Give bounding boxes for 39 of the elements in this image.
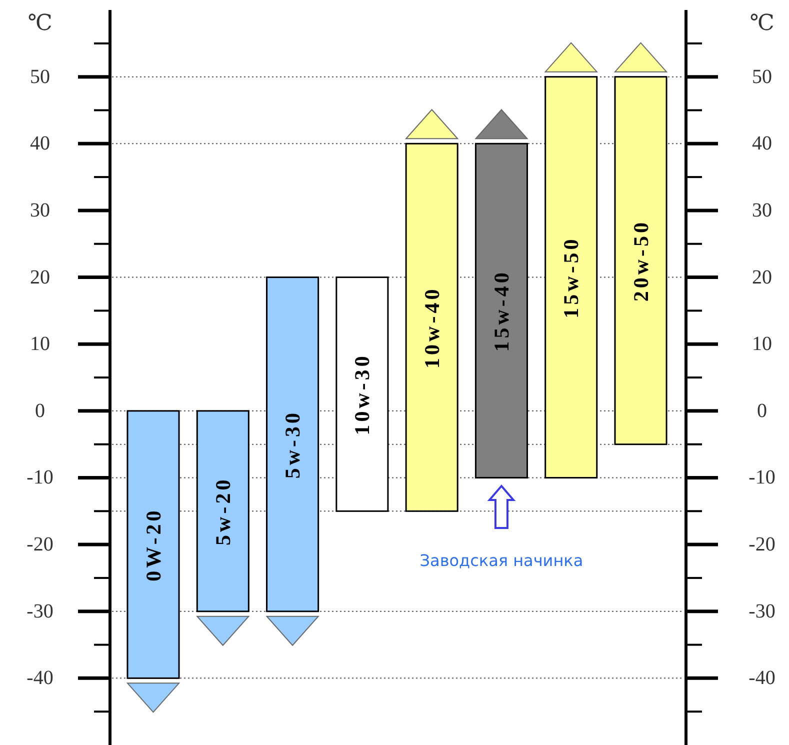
y2-tick-label: -40 <box>748 667 776 690</box>
y2-tick-label: 20 <box>752 266 772 288</box>
bar <box>474 142 528 478</box>
y2-tick-label: 30 <box>752 199 772 222</box>
x-tick-label: 10w-40 <box>420 286 444 368</box>
y2-tick-label: -10 <box>748 466 776 489</box>
y-tick-label: 20 <box>30 266 50 288</box>
x-tick-label: 20w-50 <box>628 219 653 302</box>
y-tick-label: 40 <box>30 132 50 155</box>
bar <box>405 142 458 512</box>
bar <box>266 276 320 612</box>
x-tick-label: 5w-20 <box>210 476 235 546</box>
y-tick-label: 10 <box>30 333 50 356</box>
x-tick-label: 10w-30 <box>350 353 374 436</box>
bar <box>126 410 180 679</box>
bar <box>614 76 668 446</box>
y2-tick-label: -20 <box>748 534 776 556</box>
annotation: Заводская начинка <box>420 551 584 570</box>
y-tick-label: -10 <box>26 466 54 489</box>
y2-tick-label: 0 <box>757 400 767 422</box>
y2-axis-title: ℃ <box>750 11 774 36</box>
y2-tick-label: -30 <box>748 600 776 622</box>
bar <box>544 76 598 478</box>
y-tick-label: -40 <box>26 667 54 690</box>
y-tick-label: -30 <box>26 600 54 622</box>
y2-tick-label: 40 <box>752 132 772 155</box>
x-tick-label: 15w-50 <box>559 236 584 318</box>
x-tick-label: 5w-30 <box>280 410 305 479</box>
y-axis-title: ℃ <box>28 11 52 36</box>
y-tick-label: 50 <box>30 66 50 88</box>
bar <box>336 276 389 512</box>
y2-tick-label: 50 <box>752 66 772 88</box>
x-tick-label: 15w-40 <box>489 270 514 352</box>
y-tick-label: 30 <box>30 199 50 222</box>
y-tick-label: -20 <box>26 534 54 556</box>
x-tick-label: 0W-20 <box>141 508 166 582</box>
bar <box>196 410 250 612</box>
y-tick-label: 0 <box>35 400 45 422</box>
y2-tick-label: 10 <box>752 333 772 356</box>
